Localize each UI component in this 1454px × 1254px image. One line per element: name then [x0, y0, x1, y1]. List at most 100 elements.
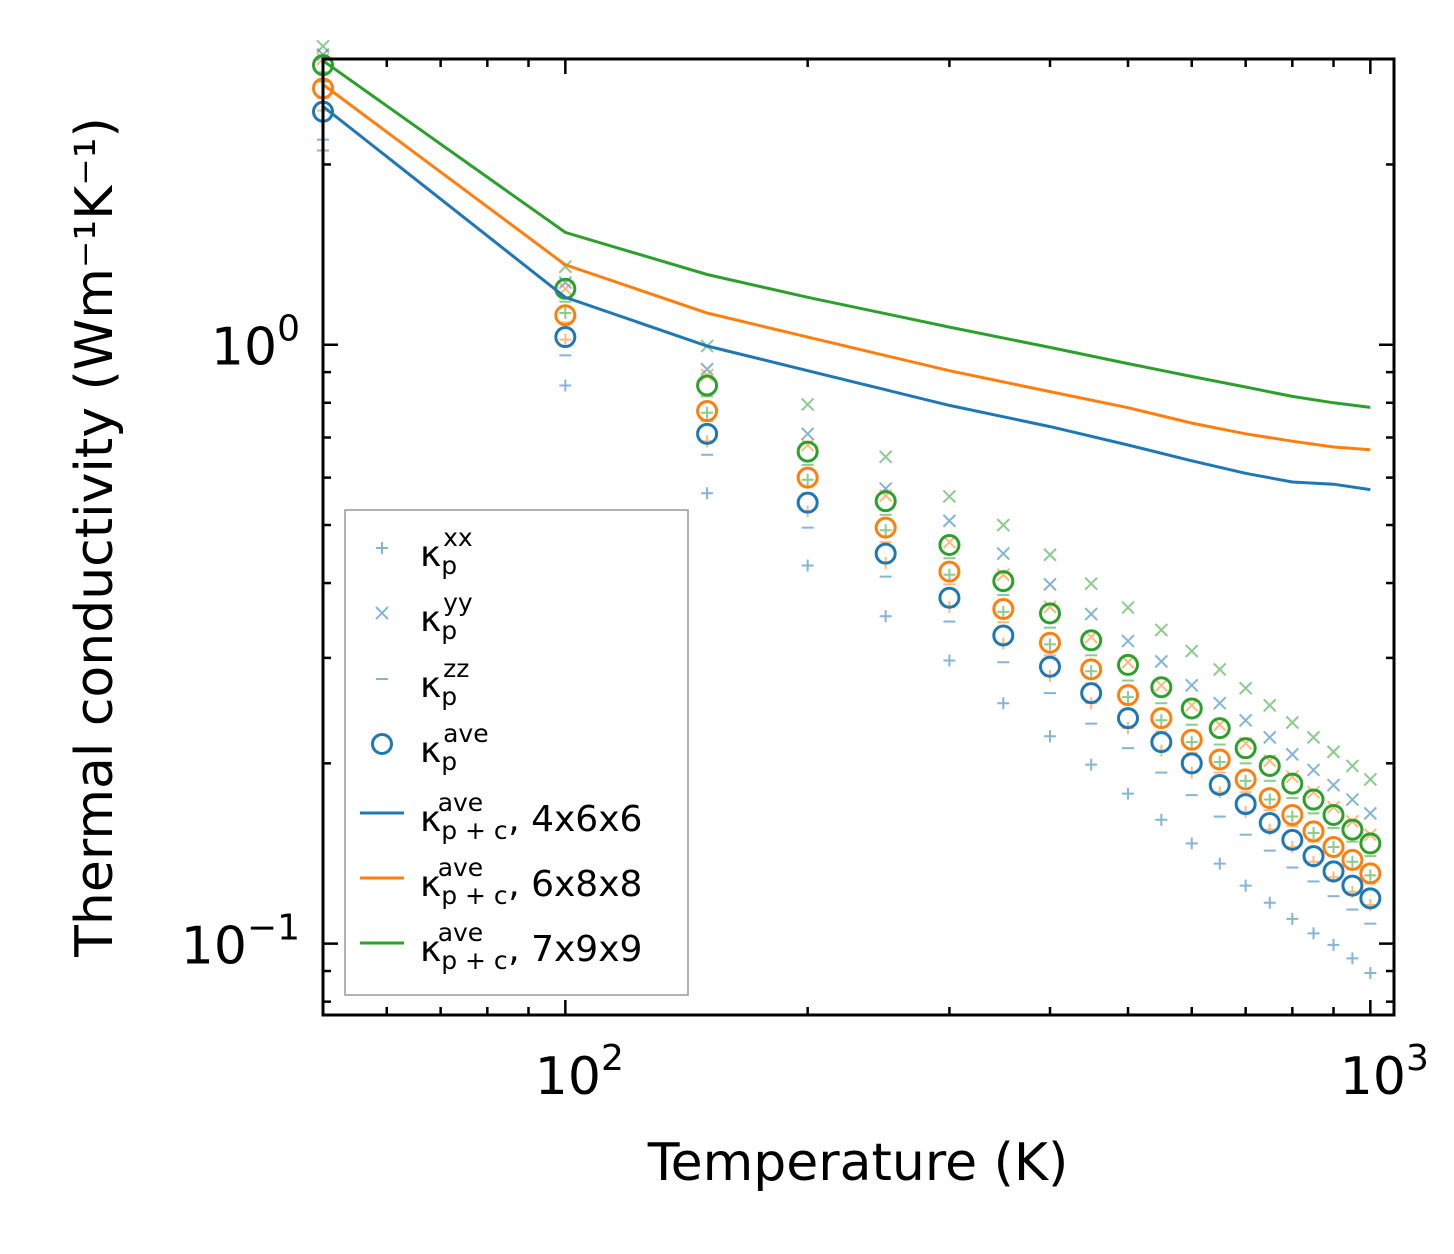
data-point-kave_7x9x9: [1281, 772, 1304, 795]
data-point-kxx_7x9x9: [1185, 736, 1198, 749]
data-point-kave_6x8x8: [1258, 787, 1281, 810]
data-point-kyy_7x9x9: [878, 450, 893, 464]
data-point-kave_7x9x9: [1302, 788, 1325, 811]
legend-label-kave: κpave: [420, 719, 489, 776]
y-tick-label: 100: [211, 309, 300, 378]
data-point-kave_6x8x8: [1359, 862, 1382, 885]
legend: κpxx κpyy κpzz κpave κp + cave, 4x6x6 κp + ca…: [344, 509, 689, 996]
legend-marker-kxx: [376, 542, 388, 554]
data-point-kave_6x8x8: [1341, 848, 1364, 871]
data-point-kave_6x8x8: [696, 400, 719, 423]
x-tick-label: 103: [1340, 1038, 1429, 1107]
data-point-kave: [554, 326, 577, 349]
y-axis-label: Thermal conductivity (Wm⁻¹K⁻¹): [65, 117, 125, 958]
data-point-kyy_6x8x8: [1285, 769, 1300, 784]
data-point-kyy_7x9x9: [1238, 681, 1253, 695]
data-point-kave: [696, 422, 719, 445]
data-point-kave_6x8x8: [992, 598, 1015, 621]
data-point-kave: [1258, 812, 1281, 835]
data-point-kxx: [1155, 813, 1168, 826]
data-point-kyy_7x9x9: [1043, 548, 1057, 562]
x-tick-label: 102: [535, 1038, 624, 1107]
data-point-kave: [1359, 887, 1382, 910]
data-point-kyy_7x9x9: [316, 39, 330, 54]
data-point-kave_7x9x9: [796, 440, 819, 463]
data-point-kave: [1302, 845, 1325, 868]
data-point-kave: [796, 491, 819, 514]
data-point-kxx_7x9x9: [1044, 638, 1056, 651]
data-point-kyy: [1285, 747, 1300, 762]
series-line-kpc_6x8x8: [322, 83, 1371, 452]
data-point-kave_6x8x8: [1322, 835, 1345, 858]
legend-label-kpc_7x9x9: κp + cave, 7x9x9: [420, 918, 642, 975]
data-point-kyy: [1084, 607, 1098, 621]
data-point-kxx_7x9x9: [1263, 793, 1276, 806]
data-point-kxx_7x9x9: [1364, 869, 1377, 882]
data-point-kyy: [1238, 713, 1253, 727]
data-point-kxx: [1085, 758, 1098, 771]
data-point-kave_7x9x9: [1341, 818, 1364, 841]
data-point-kyy: [800, 427, 815, 441]
data-point-kave_7x9x9: [696, 374, 719, 397]
data-point-kave: [1281, 828, 1304, 851]
data-point-kyy: [1345, 792, 1360, 807]
data-point-kxx_7x9x9: [1307, 827, 1320, 840]
data-point-kave_6x8x8: [1117, 684, 1140, 707]
legend-label-kpc_4x6x6: κp + cave, 4x6x6: [420, 788, 642, 845]
data-point-kxx_7x9x9: [1085, 665, 1098, 678]
data-point-kyy: [1043, 577, 1057, 592]
data-point-kave_7x9x9: [1180, 697, 1203, 720]
data-point-kave_7x9x9: [1208, 717, 1231, 740]
data-point-kave_7x9x9: [1322, 803, 1345, 826]
data-point-kxx: [1307, 927, 1320, 940]
data-layer: [312, 39, 1382, 980]
data-point-kyy_7x9x9: [1121, 600, 1135, 615]
data-point-kyy_7x9x9: [1213, 662, 1227, 677]
data-point-kxx: [1327, 938, 1340, 951]
data-point-kyy: [1363, 806, 1378, 821]
data-point-kave_7x9x9: [1117, 653, 1140, 676]
data-point-kyy_7x9x9: [1185, 644, 1199, 658]
data-point-kxx_7x9x9: [559, 306, 572, 319]
data-point-kxx: [997, 697, 1010, 710]
data-point-kxx: [1364, 967, 1377, 980]
data-point-kyy_6x8x8: [1154, 678, 1169, 692]
data-point-kxx: [879, 610, 892, 623]
data-point-kyy: [700, 362, 714, 376]
data-point-kxx: [943, 654, 956, 667]
data-point-kyy_7x9x9: [1363, 772, 1378, 787]
data-point-kave_7x9x9: [1359, 832, 1382, 855]
data-point-kyy_6x8x8: [1306, 785, 1321, 799]
data-point-kave: [1080, 682, 1103, 705]
data-point-kave_6x8x8: [796, 466, 819, 489]
data-point-kyy_6x8x8: [1121, 655, 1135, 669]
legend-label-kzz: κpzz: [420, 654, 469, 711]
data-point-kave: [874, 542, 897, 565]
data-point-kyy_7x9x9: [1306, 730, 1321, 745]
data-point-kxx: [1263, 896, 1276, 909]
data-point-kxx_7x9x9: [701, 406, 714, 419]
data-point-kyy_7x9x9: [942, 489, 957, 504]
data-point-kyy_7x9x9: [1345, 759, 1360, 773]
data-point-kave: [1117, 707, 1140, 730]
data-point-kyy_7x9x9: [800, 397, 815, 412]
series-line-kpc_7x9x9: [322, 59, 1371, 409]
data-point-kave_6x8x8: [1080, 658, 1103, 681]
data-point-kave: [1234, 793, 1257, 816]
data-point-kxx_6x8x8: [559, 333, 572, 346]
data-point-kxx: [1286, 912, 1299, 925]
data-point-kyy_6x8x8: [800, 438, 815, 452]
data-point-kave: [938, 586, 961, 609]
legend-marker-kyy: [375, 606, 389, 620]
data-point-kxx: [1239, 879, 1252, 892]
data-point-kxx: [1185, 837, 1198, 850]
data-point-kxx: [1122, 787, 1135, 800]
data-point-kave_6x8x8: [1180, 728, 1203, 751]
legend-label-kxx: κpxx: [420, 523, 473, 580]
data-point-kyy: [1263, 730, 1277, 745]
legend-label-kyy: κpyy: [420, 588, 473, 645]
data-point-kyy: [1185, 678, 1199, 692]
data-point-kxx: [559, 379, 572, 392]
legend-marker-kave: [371, 733, 393, 755]
series-line-kpc_4x6x6: [322, 105, 1371, 492]
